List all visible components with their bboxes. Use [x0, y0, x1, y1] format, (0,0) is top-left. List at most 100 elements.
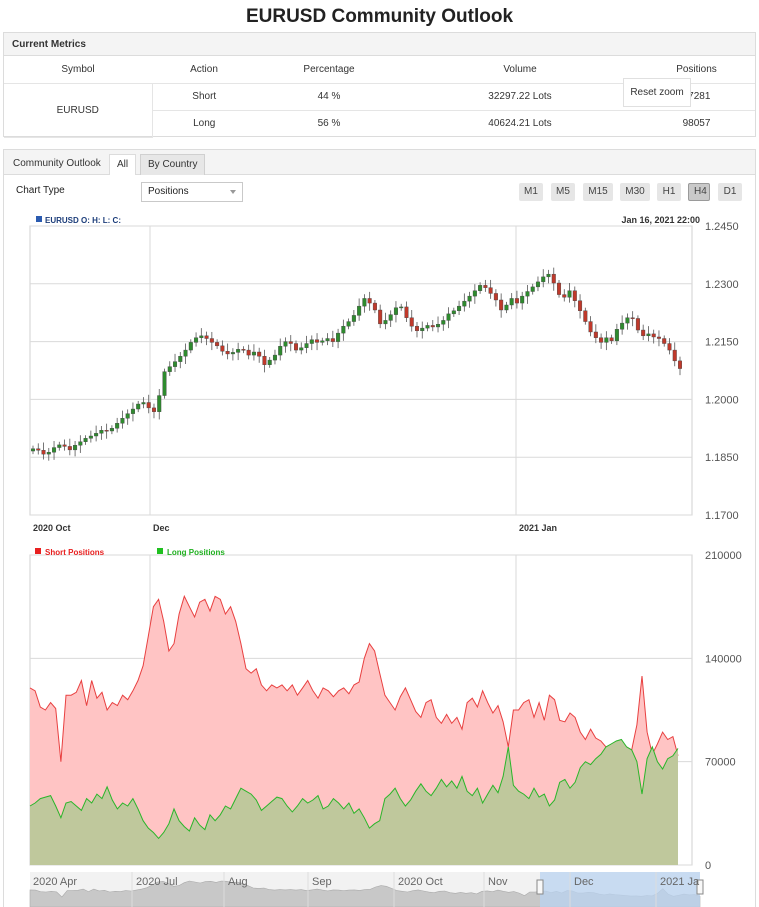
short-legend[interactable]: Short Positions [45, 548, 105, 557]
chart-type-select[interactable]: Positions [141, 182, 243, 202]
candle-body [614, 329, 619, 342]
candle-body [94, 433, 99, 437]
price-legend: EURUSD O: H: L: C: [45, 216, 121, 225]
price-candle [31, 445, 36, 455]
candle-body [599, 337, 604, 343]
candle-body [514, 298, 519, 304]
navigator-handle-left[interactable] [536, 879, 544, 895]
candle-body [620, 322, 625, 330]
price-candle [651, 329, 656, 344]
price-candle [109, 425, 114, 435]
candle-body [604, 337, 609, 343]
candle-body [541, 276, 546, 283]
timeframe-h4-button[interactable]: H4 [688, 183, 710, 201]
navigator-label: Dec [574, 876, 594, 888]
candle-body [73, 445, 78, 451]
timeframe-m5-button[interactable]: M5 [551, 183, 575, 201]
price-candle [357, 298, 362, 321]
candle-body [656, 336, 661, 339]
timeframe-h1-button[interactable]: H1 [657, 183, 681, 201]
candle-body [441, 320, 446, 325]
price-candle [330, 330, 335, 347]
price-candle [593, 324, 598, 344]
price-candle [257, 347, 262, 363]
candle-body [46, 451, 51, 455]
long-legend[interactable]: Long Positions [167, 548, 225, 557]
candle-body [309, 339, 314, 344]
price-candle [272, 349, 277, 365]
candle-body [36, 448, 41, 451]
tab-all[interactable]: All [109, 154, 137, 175]
symbol-cell: EURUSD [4, 83, 153, 138]
candle-body [215, 342, 220, 347]
candle-body [672, 349, 677, 362]
price-candle [446, 307, 451, 329]
price-candle [325, 333, 330, 346]
reset-zoom-button[interactable]: Reset zoom [623, 78, 691, 107]
candle-body [372, 302, 377, 311]
timeframe-m15-button[interactable]: M15 [583, 183, 613, 201]
price-candle [667, 338, 672, 355]
price-candle [609, 334, 614, 344]
price-x-tick-label: 2021 Jan [519, 523, 557, 533]
col-volume: Volume [402, 56, 638, 84]
table-row: EURUSD Short 44 % 32297.22 Lots 67281 [4, 83, 755, 138]
navigator-handle-right[interactable] [696, 879, 704, 895]
price-candle [620, 315, 625, 335]
price-candle [157, 388, 162, 420]
chevron-down-icon [230, 190, 236, 194]
price-candle [462, 293, 467, 312]
price-candle [478, 282, 483, 294]
price-candle [199, 328, 204, 344]
candle-body [583, 310, 588, 322]
chart-type-label: Chart Type [16, 185, 65, 196]
candle-body [109, 428, 114, 432]
tab-by-country[interactable]: By Country [140, 154, 206, 175]
candle-body [178, 356, 183, 362]
candle-body [299, 347, 304, 351]
price-candle [67, 438, 72, 456]
candle-body [388, 314, 393, 321]
candle-body [99, 430, 104, 434]
candle-body [88, 435, 93, 439]
candle-body [341, 325, 346, 334]
price-candle [499, 293, 504, 318]
navigator-selection[interactable] [540, 872, 700, 907]
price-candle [451, 307, 456, 317]
candle-body [588, 321, 593, 333]
timeframe-d1-button[interactable]: D1 [718, 183, 742, 201]
price-candle [599, 333, 604, 349]
candle-body [662, 338, 667, 344]
timeframe-m1-button[interactable]: M1 [519, 183, 543, 201]
price-candle [346, 318, 351, 330]
candle-body [257, 351, 262, 357]
price-candle [678, 356, 683, 376]
candle-body [157, 395, 162, 412]
price-candle [551, 267, 556, 291]
candle-body [646, 333, 651, 337]
candle-body [320, 340, 325, 343]
candle-body [104, 430, 109, 432]
candle-body [472, 290, 477, 297]
price-candle [251, 344, 256, 361]
price-candle [520, 291, 525, 310]
price-y-tick-label: 1.2000 [705, 394, 739, 406]
price-candle [62, 439, 67, 451]
candle-body [78, 441, 83, 446]
price-candle [283, 337, 288, 353]
price-candle [94, 425, 99, 442]
action-cell: Short [152, 83, 256, 111]
price-candle [73, 441, 78, 457]
price-candle [541, 269, 546, 288]
candle-body [62, 444, 67, 447]
price-candle [414, 321, 419, 338]
price-candle [230, 348, 235, 361]
price-candle [578, 294, 583, 319]
candle-body [530, 286, 535, 292]
candle-body [288, 341, 293, 344]
price-candle [430, 320, 435, 332]
timeframe-m30-button[interactable]: M30 [620, 183, 650, 201]
price-candle [136, 400, 141, 413]
candle-body [609, 337, 614, 342]
